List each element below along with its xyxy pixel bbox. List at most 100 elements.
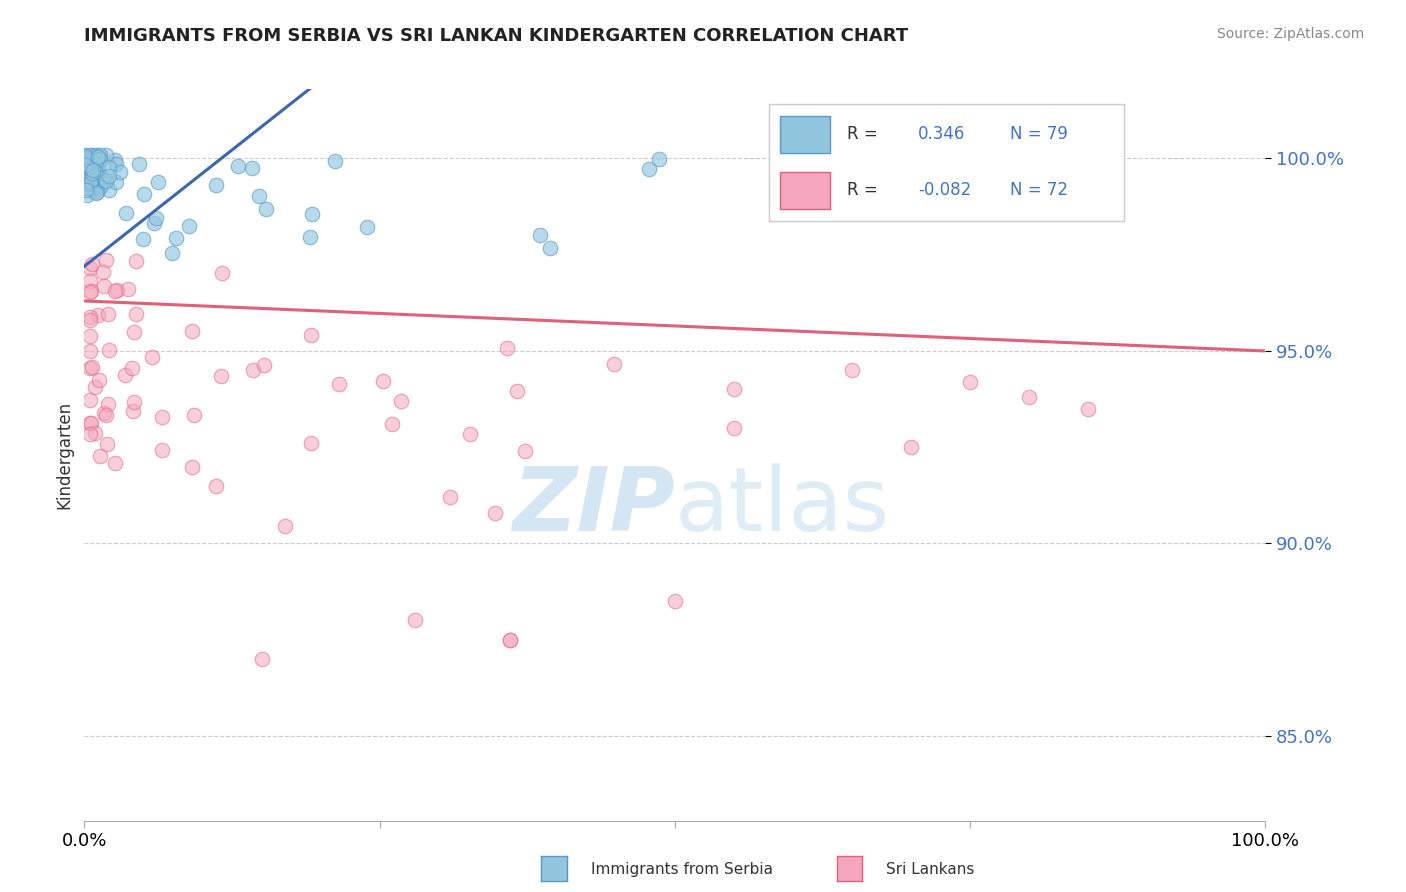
Point <box>959 375 981 389</box>
Point <box>104 456 127 470</box>
Point <box>80 285 103 299</box>
Point <box>87 150 110 164</box>
Y-axis label: Kindergarten: Kindergarten <box>55 401 73 509</box>
Point <box>93 174 115 188</box>
Point <box>98 169 121 183</box>
Point <box>79 329 101 343</box>
Point <box>77 167 100 181</box>
Point <box>104 176 127 190</box>
Point <box>84 186 107 200</box>
Point <box>73 163 96 178</box>
Point <box>73 160 96 174</box>
Point <box>76 188 98 202</box>
Point <box>79 343 101 358</box>
Point <box>98 343 121 358</box>
Point <box>89 373 111 387</box>
Point <box>117 282 139 296</box>
Point <box>80 176 103 190</box>
Point <box>145 211 167 226</box>
Point <box>253 358 276 372</box>
Point <box>86 167 108 181</box>
Point <box>181 324 204 338</box>
Point <box>648 152 671 166</box>
Point <box>125 307 148 321</box>
Point <box>121 360 143 375</box>
Point <box>96 408 118 422</box>
Point <box>496 341 519 355</box>
Point <box>75 158 97 172</box>
Point <box>484 506 506 520</box>
Point <box>82 153 104 168</box>
Point <box>97 397 120 411</box>
Text: IMMIGRANTS FROM SERBIA VS SRI LANKAN KINDERGARTEN CORRELATION CHART: IMMIGRANTS FROM SERBIA VS SRI LANKAN KIN… <box>84 27 908 45</box>
Point <box>79 147 101 161</box>
Point <box>98 160 121 174</box>
Point <box>79 161 101 175</box>
Point <box>104 153 127 167</box>
Point <box>148 175 170 189</box>
Point <box>301 206 323 220</box>
Point <box>86 185 108 199</box>
Point <box>79 417 101 431</box>
Point <box>80 257 103 271</box>
Point <box>82 163 104 178</box>
Point <box>602 357 624 371</box>
Point <box>79 285 101 300</box>
Text: Sri Lankans: Sri Lankans <box>886 863 974 877</box>
Point <box>83 425 105 440</box>
Point <box>83 163 105 178</box>
Point <box>80 154 103 169</box>
Point <box>356 219 378 234</box>
Point <box>75 173 97 187</box>
Point <box>498 632 520 647</box>
Point <box>80 166 103 180</box>
Point <box>841 363 863 377</box>
Point <box>134 186 156 201</box>
Point <box>75 172 97 186</box>
Point <box>723 383 745 397</box>
Point <box>73 167 96 181</box>
Point <box>75 147 97 161</box>
Point <box>664 594 686 608</box>
Point <box>104 157 127 171</box>
Point <box>125 254 148 268</box>
Point <box>84 178 107 193</box>
Point <box>152 442 174 457</box>
Point <box>254 202 277 217</box>
Point <box>93 279 115 293</box>
Point <box>98 183 121 197</box>
Point <box>323 154 346 169</box>
Point <box>538 241 561 255</box>
Point <box>458 426 481 441</box>
Point <box>328 377 350 392</box>
Point <box>89 449 111 463</box>
Point <box>73 151 96 165</box>
Point <box>97 307 120 321</box>
Point <box>250 652 273 666</box>
Point <box>96 174 118 188</box>
Point <box>152 409 174 424</box>
Point <box>84 178 107 193</box>
Point <box>211 266 233 280</box>
Point <box>86 147 108 161</box>
Point <box>299 230 322 244</box>
Point <box>124 395 146 409</box>
Point <box>181 459 204 474</box>
Point <box>89 148 111 162</box>
Point <box>900 440 922 454</box>
Point <box>80 174 103 188</box>
Point <box>205 178 228 193</box>
Point <box>247 189 270 203</box>
Point <box>96 437 118 451</box>
Point <box>177 219 200 233</box>
Point <box>273 518 295 533</box>
Point <box>82 172 104 186</box>
Point <box>389 394 412 409</box>
Point <box>299 328 322 343</box>
Point <box>165 231 187 245</box>
Point <box>76 181 98 195</box>
Text: Immigrants from Serbia: Immigrants from Serbia <box>591 863 772 877</box>
Point <box>381 417 404 432</box>
Point <box>128 157 150 171</box>
Point <box>141 350 163 364</box>
